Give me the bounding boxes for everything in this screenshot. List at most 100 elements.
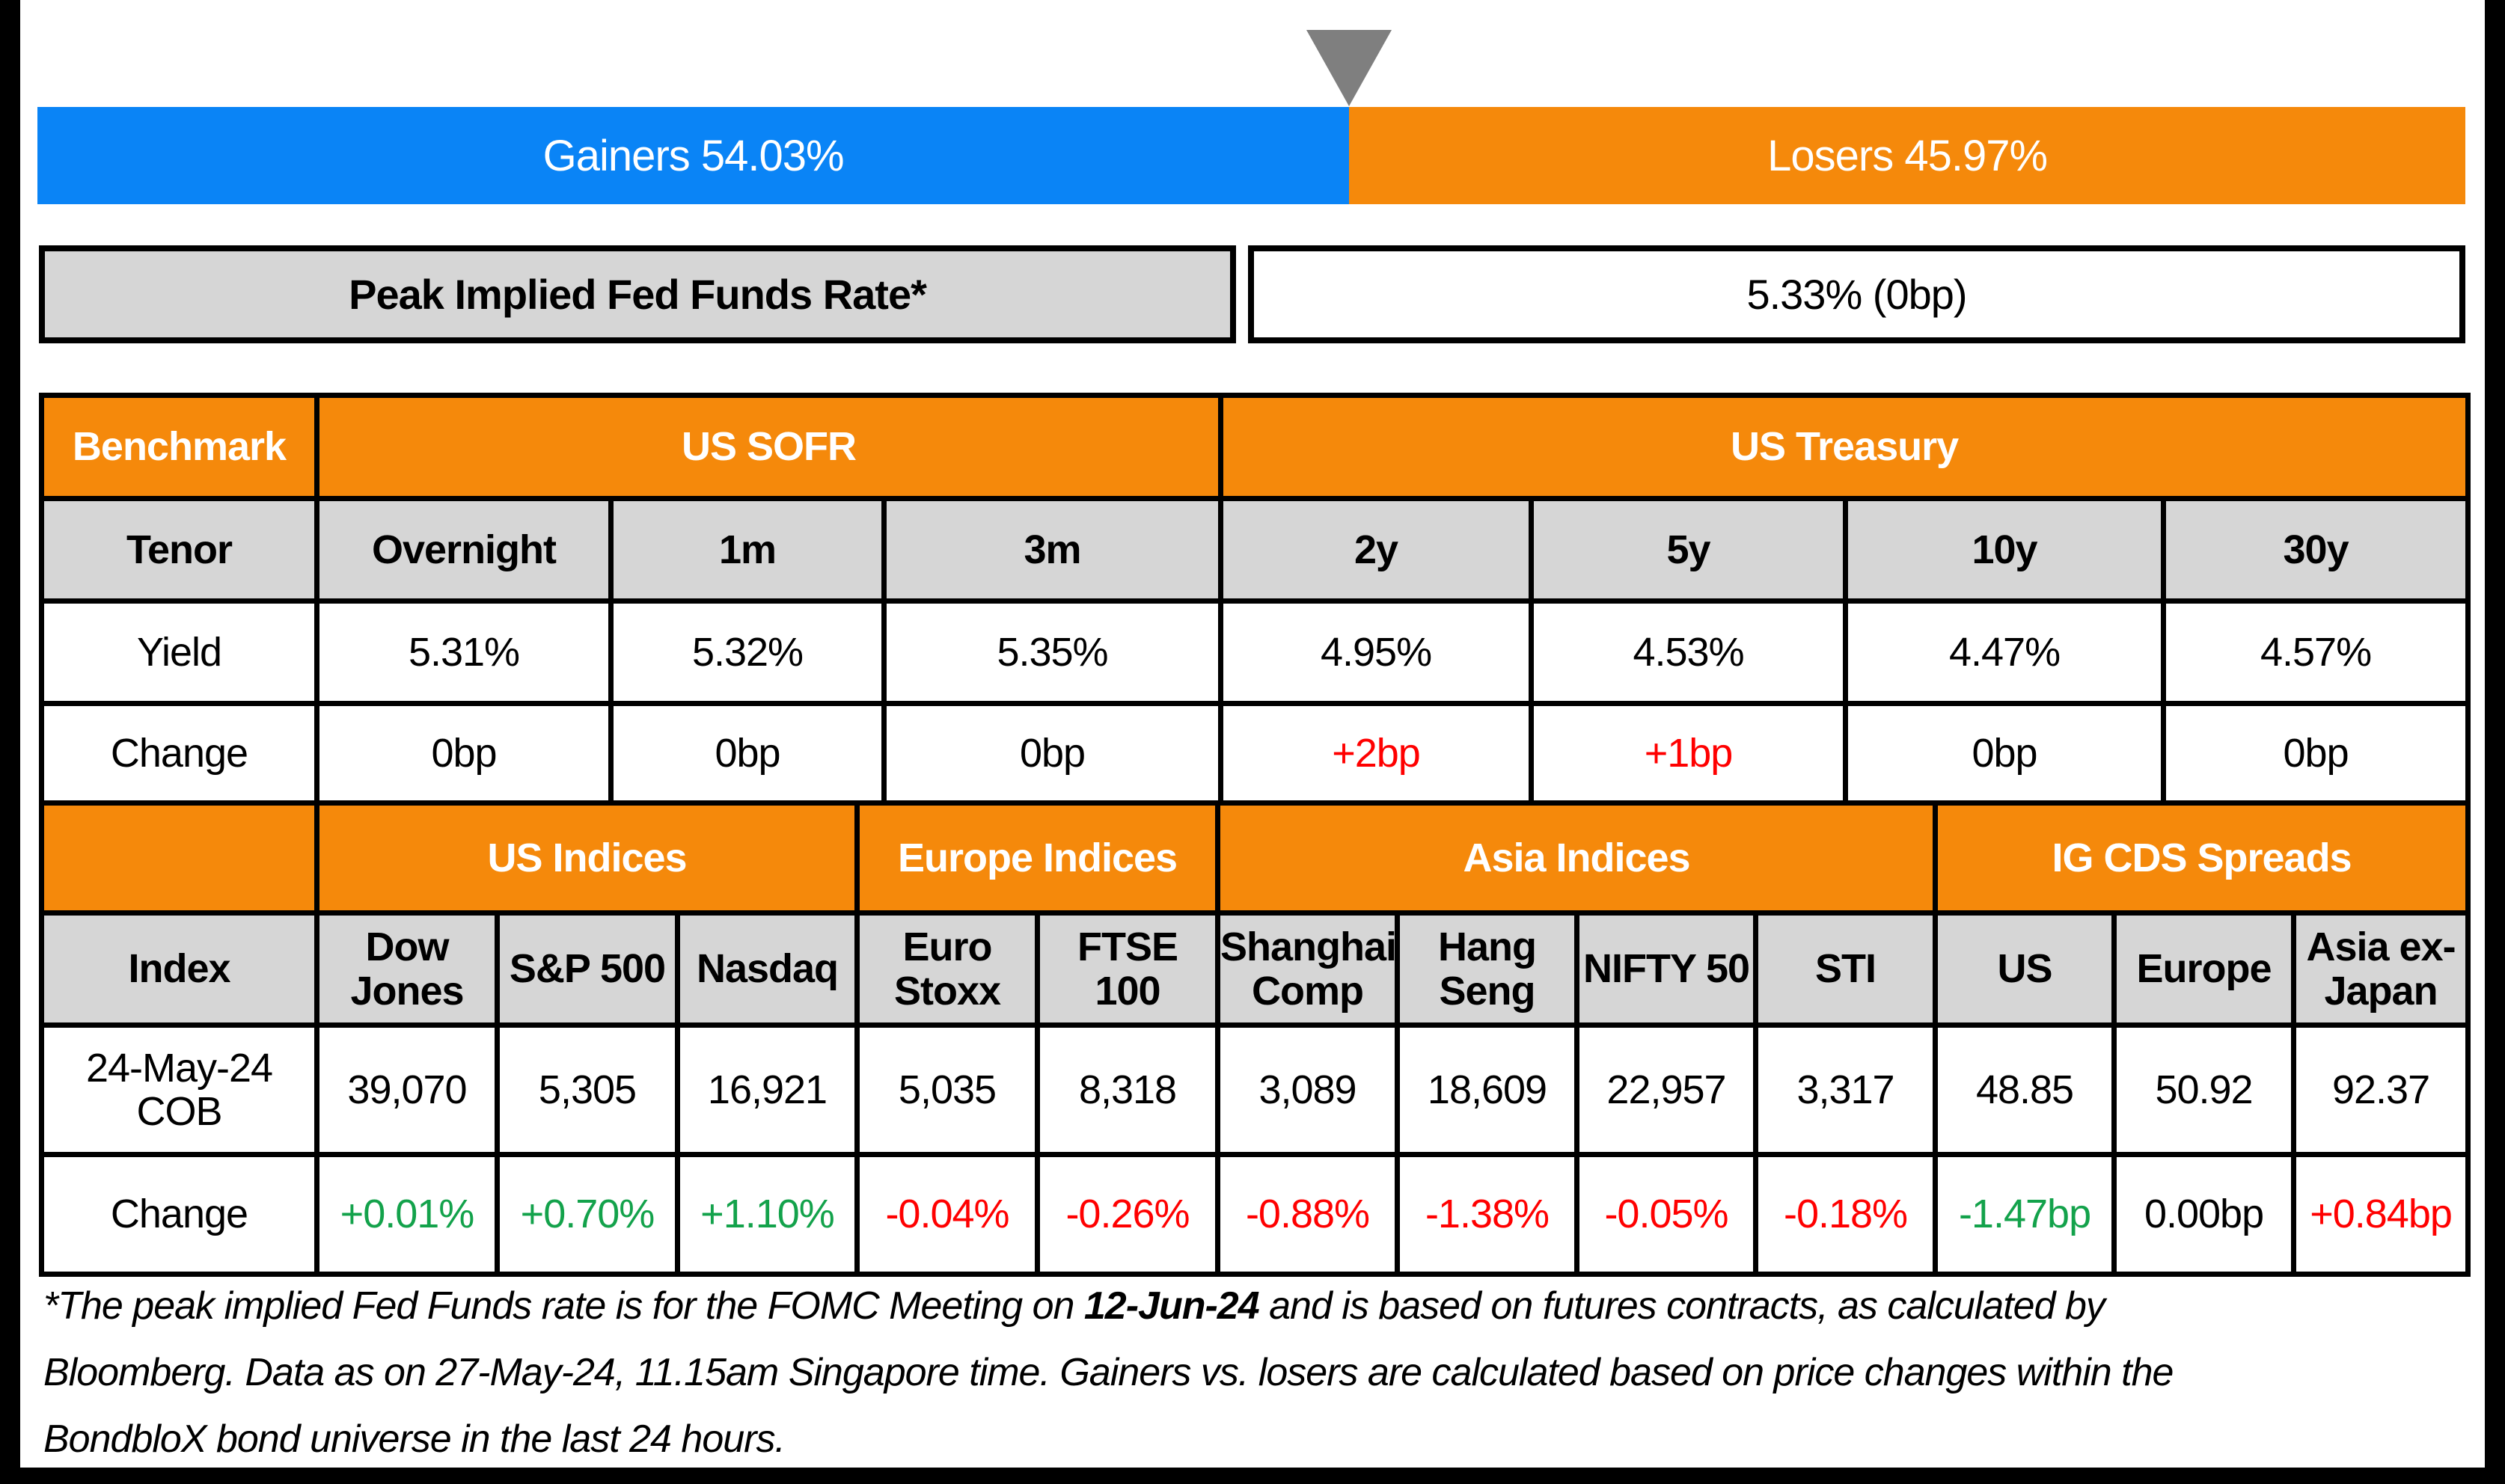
value-sp500: 5,305 [495,1022,680,1157]
change-2y: +2bp [1218,701,1535,806]
change-hang-seng: -1.38% [1395,1152,1580,1277]
europe-indices-group-header: Europe Indices [854,800,1221,916]
footnote: *The peak implied Fed Funds rate is for … [43,1273,2465,1473]
tenor-5y: 5y [1529,496,1849,604]
change-3m: 0bp [881,701,1224,806]
yield-10y: 4.47% [1843,598,2167,706]
yield-1m: 5.32% [608,598,887,706]
peak-fed-funds-rate-label: Peak Implied Fed Funds Rate* [349,271,927,318]
change-10y: 0bp [1843,701,2167,806]
header-dow-jones: Dow Jones [314,910,500,1028]
change-shanghai-comp: -0.88% [1215,1152,1401,1277]
indices-corner-cell [39,800,319,916]
indices-change-row: Change +0.01% +0.70% +1.10% -0.04% -0.26… [39,1152,2471,1277]
value-shanghai-comp: 3,089 [1215,1022,1401,1157]
yield-row-label: Yield [39,598,319,706]
benchmark-group-header-row: Benchmark US SOFR US Treasury [39,393,2471,501]
index-row-label: Index [39,910,319,1028]
yield-3m: 5.35% [881,598,1224,706]
us-sofr-group-header: US SOFR [313,393,1224,501]
footnote-line1-pre: *The peak implied Fed Funds rate is for … [43,1284,1084,1328]
benchmark-change-row: Change 0bp 0bp 0bp +2bp +1bp 0bp 0bp [39,701,2471,806]
tenor-2y: 2y [1218,496,1535,604]
losers-label: Losers 45.97% [1767,131,2048,180]
benchmark-change-row-label: Change [39,701,319,806]
page-border-left [0,0,20,1484]
value-nasdaq: 16,921 [675,1022,860,1157]
change-cds-europe: 0.00bp [2111,1152,2297,1277]
benchmark-corner-header: Benchmark [39,393,319,501]
tenor-row-label: Tenor [39,496,319,604]
benchmark-table: Benchmark US SOFR US Treasury Tenor Over… [39,393,2471,806]
change-5y: +1bp [1529,701,1849,806]
value-nifty-50: 22,957 [1574,1022,1759,1157]
change-sti: -0.18% [1753,1152,1939,1277]
peak-fed-funds-rate-value-cell: 5.33% (0bp) [1248,245,2465,343]
change-cds-asia-ex-japan: +0.84bp [2291,1152,2471,1277]
tenor-overnight: Overnight [314,496,614,604]
header-hang-seng: Hang Seng [1395,910,1580,1028]
gainers-label: Gainers 54.03% [542,131,845,180]
header-cds-europe: Europe [2111,910,2297,1028]
us-indices-group-header: US Indices [314,800,860,916]
us-treasury-group-header: US Treasury [1218,393,2471,501]
header-ftse-100: FTSE 100 [1034,910,1221,1028]
tenor-header-row: Tenor Overnight 1m 3m 2y 5y 10y 30y [39,496,2471,604]
indices-group-header-row: US Indices Europe Indices Asia Indices I… [39,800,2471,916]
change-1m: 0bp [608,701,887,806]
header-cds-us: US [1933,910,2117,1028]
change-nasdaq: +1.10% [675,1152,860,1277]
index-header-row: Index Dow Jones S&P 500 Nasdaq Euro Stox… [39,910,2471,1028]
footnote-line3: BondbloX bond universe in the last 24 ho… [43,1417,786,1461]
footnote-line1-post: and is based on futures contracts, as ca… [1258,1284,2105,1328]
gainers-losers-split-marker-icon [1306,30,1392,106]
asia-indices-group-header: Asia Indices [1215,800,1939,916]
yield-5y: 4.53% [1529,598,1849,706]
tenor-1m: 1m [608,496,887,604]
gainers-segment: Gainers 54.03% [37,107,1350,204]
value-cds-asia-ex-japan: 92.37 [2291,1022,2471,1157]
change-euro-stoxx: -0.04% [854,1152,1040,1277]
header-nifty-50: NIFTY 50 [1574,910,1759,1028]
header-sti: STI [1753,910,1939,1028]
peak-fed-funds-rate-value: 5.33% (0bp) [1746,271,1967,318]
footnote-line2: Bloomberg. Data as on 27-May-24, 11.15am… [43,1351,2174,1394]
change-nifty-50: -0.05% [1574,1152,1759,1277]
value-euro-stoxx: 5,035 [854,1022,1040,1157]
header-euro-stoxx: Euro Stoxx [854,910,1040,1028]
change-overnight: 0bp [314,701,614,806]
header-sp500: S&P 500 [495,910,680,1028]
indices-change-row-label: Change [39,1152,319,1277]
peak-fed-funds-rate-label-cell: Peak Implied Fed Funds Rate* [39,245,1236,343]
change-30y: 0bp [2161,701,2471,806]
change-cds-us: -1.47bp [1933,1152,2117,1277]
value-ftse-100: 8,318 [1034,1022,1221,1157]
value-hang-seng: 18,609 [1395,1022,1580,1157]
cob-value-row: 24-May-24 COB 39,070 5,305 16,921 5,035 … [39,1022,2471,1157]
indices-table: US Indices Europe Indices Asia Indices I… [39,800,2471,1277]
tenor-10y: 10y [1843,496,2167,604]
header-nasdaq: Nasdaq [675,910,860,1028]
value-cds-us: 48.85 [1933,1022,2117,1157]
yield-overnight: 5.31% [314,598,614,706]
value-cds-europe: 50.92 [2111,1022,2297,1157]
header-shanghai-comp: Shanghai Comp [1215,910,1401,1028]
footnote-fomc-date: 12-Jun-24 [1083,1284,1260,1328]
yield-30y: 4.57% [2161,598,2471,706]
page-border-bottom [0,1468,2505,1484]
change-dow-jones: +0.01% [314,1152,500,1277]
change-ftse-100: -0.26% [1034,1152,1221,1277]
yield-row: Yield 5.31% 5.32% 5.35% 4.95% 4.53% 4.47… [39,598,2471,706]
gainers-losers-bar: Gainers 54.03% Losers 45.97% [37,107,2465,204]
tenor-3m: 3m [881,496,1224,604]
losers-segment: Losers 45.97% [1349,107,2465,204]
change-sp500: +0.70% [495,1152,680,1277]
value-dow-jones: 39,070 [314,1022,500,1157]
cob-row-label: 24-May-24 COB [39,1022,319,1157]
header-cds-asia-ex-japan: Asia ex-Japan [2291,910,2471,1028]
yield-2y: 4.95% [1218,598,1535,706]
tenor-30y: 30y [2161,496,2471,604]
page-border-right [2485,0,2505,1484]
ig-cds-spreads-group-header: IG CDS Spreads [1933,800,2471,916]
